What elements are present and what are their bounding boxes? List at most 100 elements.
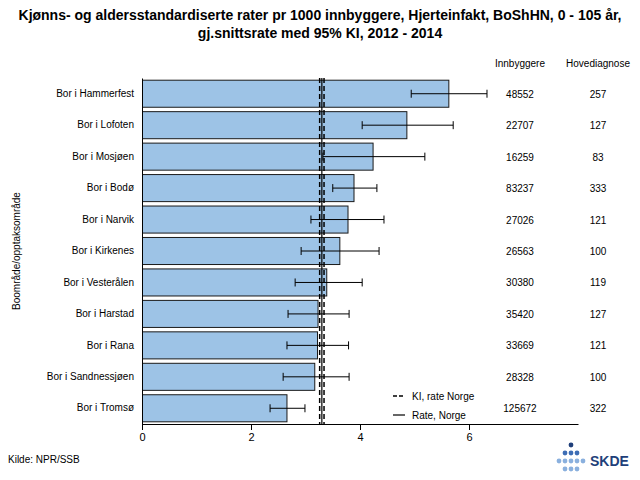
- y-tick-label: Bor i Narvik: [82, 214, 135, 225]
- column-value: 83: [592, 152, 604, 163]
- error-cap-low: [283, 373, 284, 381]
- x-tick-label: 6: [466, 431, 472, 443]
- error-cap-high: [304, 404, 305, 412]
- y-tick-label: Bor i Tromsø: [77, 402, 134, 413]
- error-cap-low: [411, 90, 412, 98]
- error-bar: [362, 121, 453, 129]
- error-bar-line: [301, 251, 379, 252]
- column-value: 33669: [506, 340, 534, 351]
- error-bar-line: [283, 376, 349, 377]
- error-cap-low: [332, 184, 333, 192]
- source: Kilde: NPR/SSB: [8, 454, 80, 465]
- error-cap-low: [301, 247, 302, 255]
- column-value: 28328: [506, 372, 534, 383]
- error-bar: [311, 216, 384, 224]
- column-value: 119: [590, 277, 606, 288]
- x-tick: 2: [248, 424, 254, 443]
- logo-dot: [563, 459, 568, 464]
- error-bar: [270, 404, 305, 412]
- error-bar-line: [323, 156, 425, 157]
- logo-dot: [569, 443, 574, 448]
- column-value: 121: [590, 215, 607, 226]
- y-tick: Bor i Lofoten: [77, 119, 142, 130]
- title-line: Kjønns- og aldersstandardiserte rater pr…: [19, 7, 622, 23]
- error-bar-line: [288, 313, 349, 314]
- y-tick-label: Bor i Harstad: [76, 308, 134, 319]
- column-value: 127: [590, 120, 607, 131]
- logo-dot: [563, 467, 568, 472]
- y-tick-label: Bor i Vesterålen: [63, 277, 134, 288]
- logo-dot: [569, 459, 574, 464]
- y-axis-line: [142, 79, 143, 425]
- x-tick-mark: [142, 424, 143, 430]
- x-tick-mark: [469, 424, 470, 430]
- bar: [142, 80, 449, 107]
- y-tick-label: Bor i Hammerfest: [56, 88, 134, 99]
- x-tick: 6: [466, 424, 472, 443]
- error-cap-high: [362, 278, 363, 286]
- error-bar: [411, 90, 487, 98]
- y-tick-label: Bor i Lofoten: [77, 119, 134, 130]
- logo-dot: [575, 459, 580, 464]
- column-header: Hovediagnose: [566, 58, 630, 69]
- y-axis-title: Boområde/opptaksområde: [11, 192, 22, 310]
- y-tick: Bor i Rana: [87, 340, 142, 351]
- x-tick: 0: [139, 424, 145, 443]
- x-tick-mark: [360, 424, 361, 430]
- logo-dot: [563, 451, 568, 456]
- y-tick-label: Bor i Sandnessjøen: [47, 371, 134, 382]
- error-cap-high: [486, 90, 487, 98]
- legend-rate-swatch: [393, 414, 405, 415]
- column-value: 100: [590, 246, 607, 257]
- logo-dot: [581, 459, 586, 464]
- bar: [142, 395, 287, 422]
- column-value: 333: [590, 183, 607, 194]
- logo-text: SKDE: [590, 453, 629, 469]
- y-tick: Bor i Mosjøen: [72, 151, 142, 162]
- title-line: gj.snittsrate med 95% KI, 2012 - 2014: [198, 25, 443, 41]
- column-value: 83237: [506, 183, 534, 194]
- error-cap-low: [286, 341, 287, 349]
- error-bar: [333, 184, 377, 192]
- error-cap-high: [349, 373, 350, 381]
- chart: Kjønns- og aldersstandardiserte rater pr…: [0, 0, 640, 480]
- error-cap-low: [310, 216, 311, 224]
- error-bar: [288, 310, 349, 318]
- y-tick: Bor i Vesterålen: [63, 277, 142, 288]
- y-tick: Bor i Bodø: [87, 182, 142, 193]
- column-value: 100: [590, 372, 607, 383]
- error-cap-high: [379, 247, 380, 255]
- y-tick-label: Bor i Bodø: [87, 182, 134, 193]
- column-value: 22707: [506, 120, 534, 131]
- legend: KI, rate NorgeRate, Norge: [393, 391, 475, 421]
- error-cap-low: [362, 121, 363, 129]
- error-bar-line: [270, 408, 305, 409]
- error-cap-high: [348, 341, 349, 349]
- error-cap-high: [424, 153, 425, 161]
- error-cap-high: [349, 310, 350, 318]
- error-cap-low: [288, 310, 289, 318]
- error-bar-line: [287, 345, 349, 346]
- x-tick-label: 4: [357, 431, 363, 443]
- column-header: Innbyggere: [495, 58, 545, 69]
- y-tick-label: Bor i Rana: [87, 340, 135, 351]
- error-cap-high: [453, 121, 454, 129]
- column-value: 125672: [503, 403, 537, 414]
- column-value: 322: [590, 403, 607, 414]
- error-cap-low: [270, 404, 271, 412]
- column-value: 48552: [506, 89, 534, 100]
- logo: SKDE: [557, 443, 629, 472]
- error-cap-low: [322, 153, 323, 161]
- x-axis: 0 2 4 6: [139, 424, 578, 443]
- error-bar-line: [362, 125, 453, 126]
- logo-dot: [557, 459, 562, 464]
- column-value: 35420: [506, 309, 534, 320]
- error-bar-line: [411, 93, 487, 94]
- y-tick-label: Bor i Mosjøen: [72, 151, 134, 162]
- column-value: 121: [590, 340, 607, 351]
- column-value: 26563: [506, 246, 534, 257]
- logo-dot: [569, 467, 574, 472]
- column-value: 27026: [506, 215, 534, 226]
- plot-area: [142, 78, 487, 424]
- error-cap-high: [376, 184, 377, 192]
